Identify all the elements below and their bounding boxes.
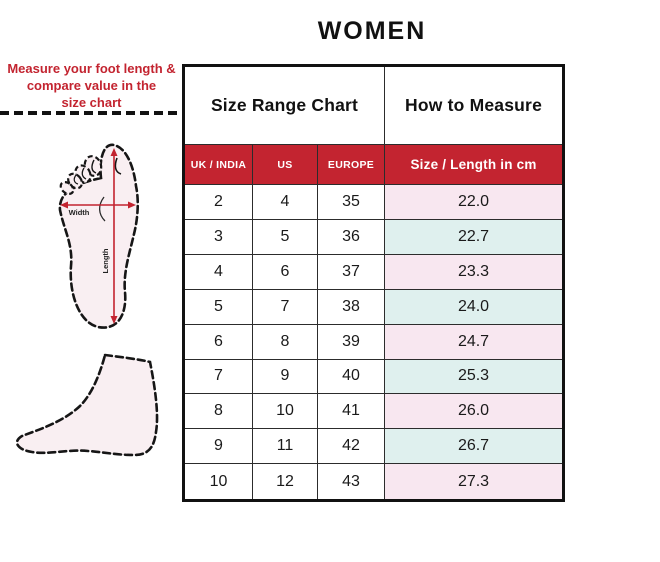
cell-uk-india: 3 bbox=[183, 218, 253, 255]
dashed-separator bbox=[0, 111, 183, 115]
measure-instruction: Measure your foot length & compare value… bbox=[0, 60, 183, 111]
cell-length-cm: 25.3 bbox=[384, 358, 565, 395]
length-label: Length bbox=[101, 248, 110, 273]
cell-length-cm: 24.7 bbox=[384, 323, 565, 360]
col-header-europe: EUROPE bbox=[316, 144, 386, 185]
table-row: 10 12 43 27.3 bbox=[183, 463, 565, 501]
cell-us: 11 bbox=[252, 428, 318, 465]
table-row: 9 11 42 26.7 bbox=[183, 428, 565, 465]
instruction-line: Measure your foot length & bbox=[7, 61, 176, 76]
toe-crease bbox=[114, 157, 122, 175]
footprint-diagram: Width Length bbox=[58, 143, 140, 329]
cell-europe: 36 bbox=[316, 218, 386, 255]
header-size-range-chart: Size Range Chart bbox=[182, 65, 386, 145]
cell-europe: 35 bbox=[316, 184, 386, 220]
col-header-length-cm: Size / Length in cm bbox=[384, 144, 565, 185]
table-row: 2 4 35 22.0 bbox=[183, 184, 565, 220]
table-row: 8 10 41 26.0 bbox=[183, 393, 565, 430]
cell-uk-india: 4 bbox=[183, 253, 253, 290]
cell-us: 10 bbox=[252, 393, 318, 430]
cell-uk-india: 2 bbox=[183, 184, 253, 220]
cell-europe: 42 bbox=[316, 428, 386, 465]
cell-length-cm: 27.3 bbox=[384, 463, 565, 501]
toe-crease bbox=[91, 159, 97, 174]
cell-length-cm: 23.3 bbox=[384, 253, 565, 290]
cell-europe: 40 bbox=[316, 358, 386, 395]
cell-us: 4 bbox=[252, 184, 318, 220]
page-title: WOMEN bbox=[317, 17, 427, 45]
arrowhead-icon bbox=[110, 148, 118, 156]
cell-uk-india: 6 bbox=[183, 323, 253, 360]
cell-us: 12 bbox=[252, 463, 318, 501]
arrowhead-icon bbox=[128, 201, 136, 209]
cell-europe: 43 bbox=[316, 463, 386, 501]
cell-us: 9 bbox=[252, 358, 318, 395]
cell-uk-india: 10 bbox=[183, 463, 253, 501]
cell-uk-india: 8 bbox=[183, 393, 253, 430]
cell-europe: 41 bbox=[316, 393, 386, 430]
size-table-body: 2 4 35 22.0 3 5 36 22.7 4 6 37 23.3 5 7 … bbox=[183, 184, 565, 501]
cell-length-cm: 26.7 bbox=[384, 428, 565, 465]
table-row: 7 9 40 25.3 bbox=[183, 358, 565, 395]
side-foot-diagram bbox=[15, 353, 159, 457]
toe-outline bbox=[59, 180, 75, 196]
col-header-uk-india: UK / INDIA bbox=[183, 144, 253, 185]
cell-us: 7 bbox=[252, 288, 318, 325]
size-table: Size Range Chart How to Measure UK / IND… bbox=[182, 64, 566, 502]
instruction-line: size chart bbox=[61, 95, 122, 110]
header-how-to-measure: How to Measure bbox=[384, 65, 565, 145]
toe-crease bbox=[73, 174, 79, 185]
sole-crease bbox=[98, 196, 106, 222]
table-row: 5 7 38 24.0 bbox=[183, 288, 565, 325]
cell-us: 8 bbox=[252, 323, 318, 360]
cell-length-cm: 22.0 bbox=[384, 184, 565, 220]
cell-length-cm: 24.0 bbox=[384, 288, 565, 325]
cell-europe: 37 bbox=[316, 253, 386, 290]
table-column-header-row: UK / INDIA US EUROPE Size / Length in cm bbox=[183, 144, 565, 185]
side-foot-outline bbox=[15, 353, 159, 457]
width-label: Width bbox=[69, 208, 90, 217]
table-row: 4 6 37 23.3 bbox=[183, 253, 565, 290]
toe-crease bbox=[81, 167, 87, 180]
arrowhead-icon bbox=[110, 316, 118, 324]
table-row: 3 5 36 22.7 bbox=[183, 218, 565, 255]
cell-us: 6 bbox=[252, 253, 318, 290]
foot-outline bbox=[58, 143, 140, 329]
cell-length-cm: 22.7 bbox=[384, 218, 565, 255]
cell-uk-india: 7 bbox=[183, 358, 253, 395]
cell-europe: 38 bbox=[316, 288, 386, 325]
cell-uk-india: 5 bbox=[183, 288, 253, 325]
col-header-us: US bbox=[252, 144, 318, 185]
cell-uk-india: 9 bbox=[183, 428, 253, 465]
table-group-header-row: Size Range Chart How to Measure bbox=[182, 65, 565, 145]
table-row: 6 8 39 24.7 bbox=[183, 323, 565, 360]
cell-length-cm: 26.0 bbox=[384, 393, 565, 430]
cell-europe: 39 bbox=[316, 323, 386, 360]
cell-us: 5 bbox=[252, 218, 318, 255]
instruction-line: compare value in the bbox=[26, 78, 157, 93]
arrowhead-icon bbox=[60, 201, 68, 209]
